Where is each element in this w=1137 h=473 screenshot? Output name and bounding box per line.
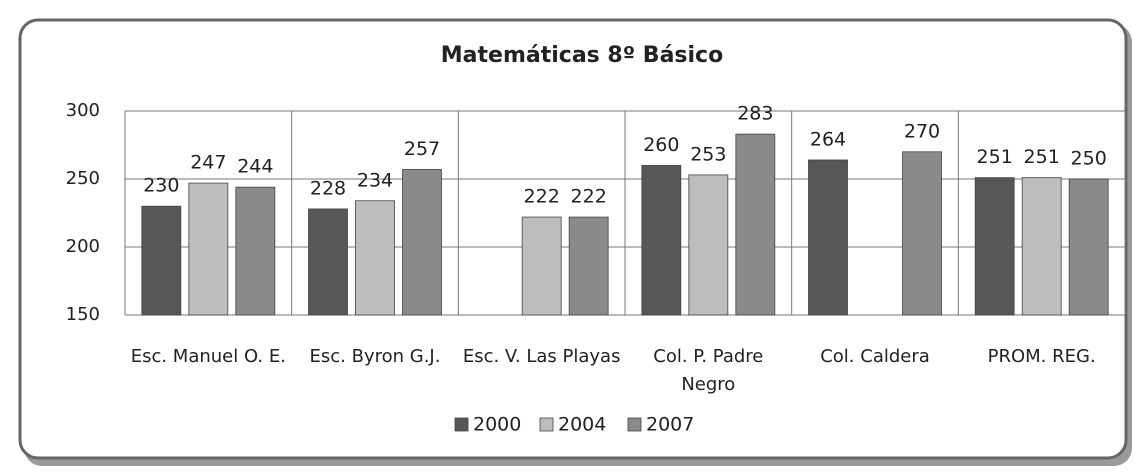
bar xyxy=(808,159,848,316)
bar xyxy=(1021,177,1062,316)
legend-label: 2000 xyxy=(473,414,521,436)
data-label: 234 xyxy=(357,169,393,191)
data-label: 222 xyxy=(524,186,560,208)
legend-swatch xyxy=(627,417,642,432)
bar xyxy=(235,186,276,316)
legend-label: 2007 xyxy=(646,414,694,436)
bar xyxy=(735,133,776,316)
data-label: 247 xyxy=(190,152,226,174)
data-label: 250 xyxy=(1071,148,1107,170)
data-label: 251 xyxy=(1024,146,1060,168)
data-label: 253 xyxy=(690,143,726,165)
data-label: 283 xyxy=(737,103,773,125)
x-tick-label: Col. P. Padre Negro xyxy=(653,346,764,395)
y-tick-label: 150 xyxy=(66,304,100,325)
data-label: 264 xyxy=(810,128,846,150)
bar xyxy=(521,216,562,316)
legend-swatch xyxy=(539,417,554,432)
data-label: 228 xyxy=(310,177,346,199)
x-tick-label: Esc. Manuel O. E. xyxy=(130,346,286,367)
data-label: 257 xyxy=(404,138,440,160)
x-tick-label: Col. Caldera xyxy=(820,346,930,367)
legend-swatch xyxy=(454,417,469,432)
bar xyxy=(902,151,942,316)
data-label: 270 xyxy=(904,120,940,142)
bar xyxy=(1068,178,1109,316)
x-tick-label: Esc. V. Las Playas xyxy=(462,346,621,367)
bar xyxy=(402,169,442,316)
x-tick-label: Esc. Byron G.J. xyxy=(309,346,441,367)
bar xyxy=(141,205,182,316)
bar xyxy=(308,208,348,316)
legend-label: 2004 xyxy=(558,414,606,436)
bar xyxy=(355,200,395,316)
bar xyxy=(974,177,1015,316)
data-label: 244 xyxy=(237,156,273,178)
bar xyxy=(188,182,229,316)
data-label: 222 xyxy=(571,186,607,208)
y-tick-label: 250 xyxy=(66,168,100,189)
bar xyxy=(641,164,682,316)
y-tick-label: 200 xyxy=(66,236,100,257)
bar xyxy=(568,216,609,316)
x-tick-label: PROM. REG. xyxy=(987,346,1096,367)
data-label: 230 xyxy=(143,175,179,197)
chart-title: Matemáticas 8º Básico xyxy=(441,43,723,68)
data-label: 251 xyxy=(977,146,1013,168)
data-label: 260 xyxy=(643,134,679,156)
y-tick-label: 300 xyxy=(66,100,100,121)
bar xyxy=(688,174,729,316)
